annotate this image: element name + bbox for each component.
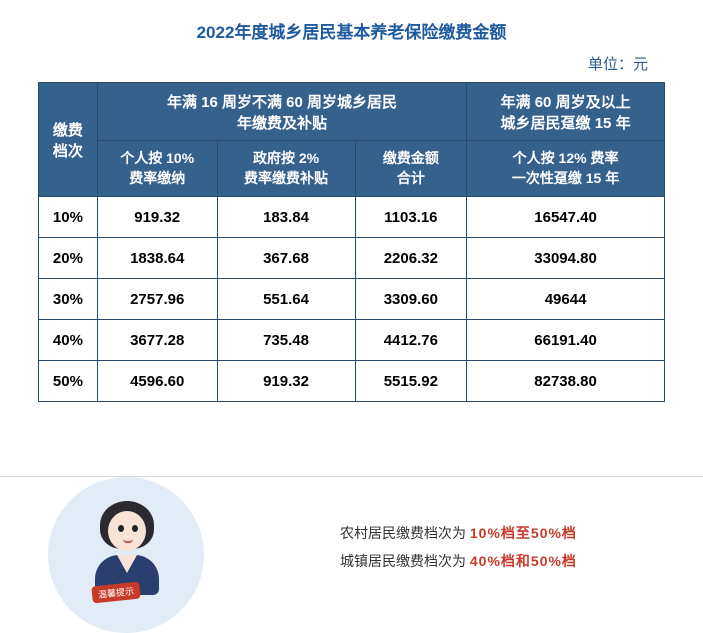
table-cell: 735.48 xyxy=(217,320,355,361)
table-cell: 40% xyxy=(39,320,98,361)
th-lumpsum: 个人按 12% 费率 一次性趸缴 15 年 xyxy=(467,141,665,197)
th-group-over60: 年满 60 周岁及以上 城乡居民趸缴 15 年 xyxy=(467,83,665,141)
note1-highlight: 10%档至50%档 xyxy=(470,525,577,541)
table-cell: 919.32 xyxy=(97,197,217,238)
note-line-1: 农村居民缴费档次为 10%档至50%档 xyxy=(340,519,665,547)
table-cell: 5515.92 xyxy=(355,361,467,402)
table-cell: 1838.64 xyxy=(97,238,217,279)
table-cell: 49644 xyxy=(467,279,665,320)
table-row: 10%919.32183.841103.1616547.40 xyxy=(39,197,665,238)
note1-text: 农村居民缴费档次为 xyxy=(340,525,466,541)
avatar-illustration: 温馨提示 xyxy=(88,501,166,599)
table-row: 50%4596.60919.325515.9282738.80 xyxy=(39,361,665,402)
footnote: 农村居民缴费档次为 10%档至50%档 城镇居民缴费档次为 40%档和50%档 xyxy=(340,519,665,575)
table-cell: 2206.32 xyxy=(355,238,467,279)
table-container: 缴费 档次 年满 16 周岁不满 60 周岁城乡居民 年缴费及补贴 年满 60 … xyxy=(0,82,703,402)
table-cell: 20% xyxy=(39,238,98,279)
page-title: 2022年度城乡居民基本养老保险缴费金额 xyxy=(0,0,703,53)
table-cell: 1103.16 xyxy=(355,197,467,238)
table-cell: 4412.76 xyxy=(355,320,467,361)
table-row: 40%3677.28735.484412.7666191.40 xyxy=(39,320,665,361)
table-cell: 3677.28 xyxy=(97,320,217,361)
table-body: 10%919.32183.841103.1616547.4020%1838.64… xyxy=(39,197,665,402)
table-header-row-1: 缴费 档次 年满 16 周岁不满 60 周岁城乡居民 年缴费及补贴 年满 60 … xyxy=(39,83,665,141)
table-cell: 919.32 xyxy=(217,361,355,402)
table-cell: 367.68 xyxy=(217,238,355,279)
table-row: 20%1838.64367.682206.3233094.80 xyxy=(39,238,665,279)
note-line-2: 城镇居民缴费档次为 40%档和50%档 xyxy=(340,547,665,575)
note2-highlight: 40%档和50%档 xyxy=(470,553,577,569)
fee-table: 缴费 档次 年满 16 周岁不满 60 周岁城乡居民 年缴费及补贴 年满 60 … xyxy=(38,82,665,402)
unit-label: 单位：元 xyxy=(0,53,703,74)
th-total: 缴费金额 合计 xyxy=(355,141,467,197)
table-cell: 551.64 xyxy=(217,279,355,320)
th-personal: 个人按 10% 费率缴纳 xyxy=(97,141,217,197)
table-cell: 16547.40 xyxy=(467,197,665,238)
table-header-row-2: 个人按 10% 费率缴纳 政府按 2% 费率缴费补贴 缴费金额 合计 个人按 1… xyxy=(39,141,665,197)
table-cell: 183.84 xyxy=(217,197,355,238)
table-cell: 30% xyxy=(39,279,98,320)
footer-divider xyxy=(0,476,703,477)
table-cell: 2757.96 xyxy=(97,279,217,320)
table-cell: 66191.40 xyxy=(467,320,665,361)
th-group-under60: 年满 16 周岁不满 60 周岁城乡居民 年缴费及补贴 xyxy=(97,83,466,141)
table-cell: 4596.60 xyxy=(97,361,217,402)
table-cell: 10% xyxy=(39,197,98,238)
th-gov: 政府按 2% 费率缴费补贴 xyxy=(217,141,355,197)
table-cell: 82738.80 xyxy=(467,361,665,402)
table-cell: 50% xyxy=(39,361,98,402)
table-cell: 33094.80 xyxy=(467,238,665,279)
table-cell: 3309.60 xyxy=(355,279,467,320)
note2-text: 城镇居民缴费档次为 xyxy=(340,553,466,569)
footer-area: 温馨提示 农村居民缴费档次为 10%档至50%档 城镇居民缴费档次为 40%档和… xyxy=(0,476,703,611)
table-row: 30%2757.96551.643309.6049644 xyxy=(39,279,665,320)
th-tier: 缴费 档次 xyxy=(39,83,98,197)
